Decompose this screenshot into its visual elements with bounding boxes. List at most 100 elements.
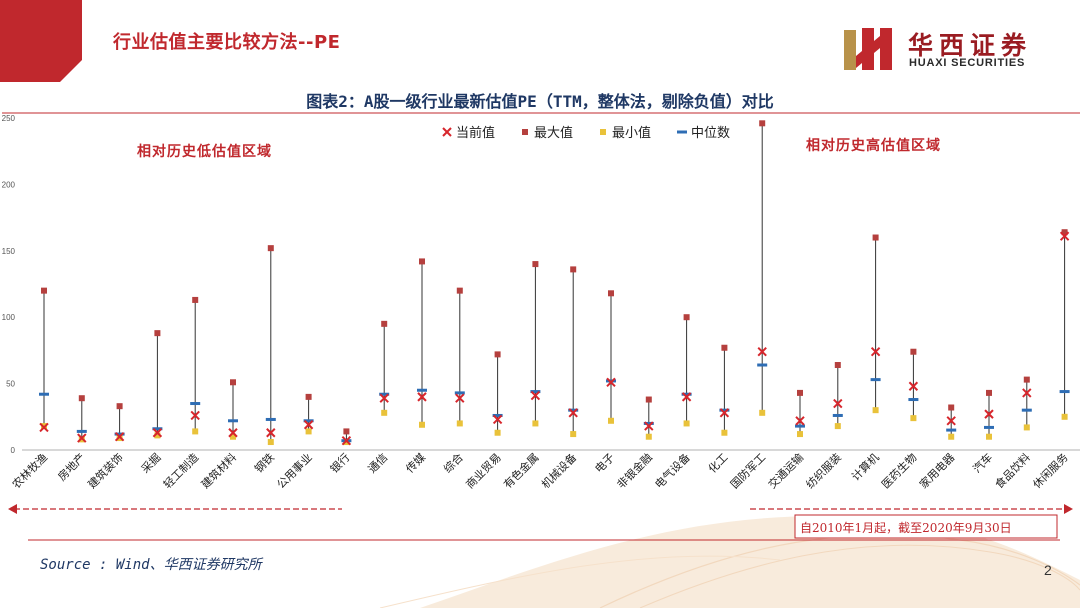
category-label: 通信 [366,451,391,476]
max-marker [116,403,123,410]
max-marker [267,245,274,252]
median-marker [1059,390,1070,394]
current-marker-stroke [1059,231,1070,241]
high-valuation-zone-label: 相对历史高估值区域 [806,138,941,154]
category-label: 建筑材料 [198,450,239,491]
category-label: 商业贸易 [463,450,504,491]
min-marker [494,429,501,436]
median-marker [492,413,503,417]
median-marker [39,392,49,396]
current-marker-stroke [1022,388,1032,398]
category-label: 交通运输 [765,450,806,491]
median-marker [795,424,805,428]
corner-decoration [0,0,82,82]
median-marker [757,363,768,367]
median-marker [530,390,541,394]
current-marker-stroke [228,428,238,438]
current-marker-stroke [152,428,163,438]
category-label: 机械设备 [538,450,579,491]
median-marker [1021,408,1032,412]
brand-logo: 华西证券 HUAXI SECURITIES [842,26,1062,74]
median-marker [568,408,579,412]
current-marker-stroke [833,398,843,409]
current-marker [606,377,616,387]
date-range-box [794,514,1058,539]
min-marker [419,421,425,428]
median-marker [76,429,87,433]
median-marker [417,388,427,392]
max-marker [645,396,652,403]
median-marker [643,421,654,425]
current-marker [568,408,578,418]
max-marker [948,404,955,411]
current-marker-stroke [303,420,314,430]
current-marker-stroke [417,392,427,402]
category-label: 电子 [592,451,617,476]
median-marker [908,398,919,402]
current-marker [681,392,692,402]
current-marker-stroke [946,416,956,426]
current-marker-stroke [644,421,654,431]
category-label: 钢铁 [252,451,277,476]
legend-item-median: 中位数 [677,126,730,141]
legend-label: 最小值 [612,125,651,141]
logo-mark-icon [844,28,892,70]
max-marker [192,296,199,303]
current-marker-stroke [266,428,276,438]
legend-item-current: 当前值 [442,125,495,141]
current-marker [946,416,956,426]
y-tick-label: 100 [2,313,16,322]
min-marker [381,409,388,416]
low-valuation-zone-label: 相对历史低估值区域 [137,144,272,160]
category-label: 传媒 [403,451,428,476]
page-number: 2 [1044,562,1052,578]
category-label: 轻工制造 [160,450,201,491]
logo-en: HUAXI SECURITIES [909,57,1026,69]
median-marker [946,428,957,432]
y-tick-label: 200 [2,180,16,189]
min-marker [570,431,577,438]
median-marker [228,419,238,423]
y-tick-label: 250 [2,114,16,123]
min-marker [948,433,955,440]
legend-label: 中位数 [691,126,730,141]
category-label: 综合 [440,450,465,475]
category-label: 非银金融 [614,450,655,491]
median-marker [265,417,276,421]
low-zone-arrow [8,504,342,514]
max-marker [230,379,236,386]
category-label: 房地产 [55,450,88,483]
median-marker [152,427,163,431]
current-marker [379,393,389,403]
current-marker [757,347,767,357]
current-marker-stroke [681,392,692,402]
legend-square-icon [600,129,606,135]
median-marker [379,392,390,396]
current-marker-stroke [190,410,200,421]
current-marker [417,392,427,402]
min-marker [834,423,841,430]
current-marker-stroke [719,408,730,418]
max-marker [456,287,463,294]
category-label: 汽车 [970,450,995,475]
current-marker [530,390,541,401]
min-marker [986,433,992,440]
legend-dash-icon [677,130,687,134]
max-marker [910,348,917,355]
y-tick-label: 150 [2,247,16,256]
current-marker [39,422,49,433]
max-marker [305,393,312,400]
current-marker-stroke [455,393,465,403]
max-marker [759,120,766,127]
current-marker-stroke [870,347,881,357]
y-tick-label: 0 [11,446,16,455]
slide-title: 行业估值主要比较方法--PE [113,32,341,53]
max-marker [608,290,614,297]
max-marker [532,261,539,268]
current-marker [833,398,843,409]
min-marker [230,433,236,440]
current-marker-stroke [77,433,87,443]
category-label: 家用电器 [916,450,957,491]
current-marker [644,421,654,431]
min-marker [910,415,917,422]
